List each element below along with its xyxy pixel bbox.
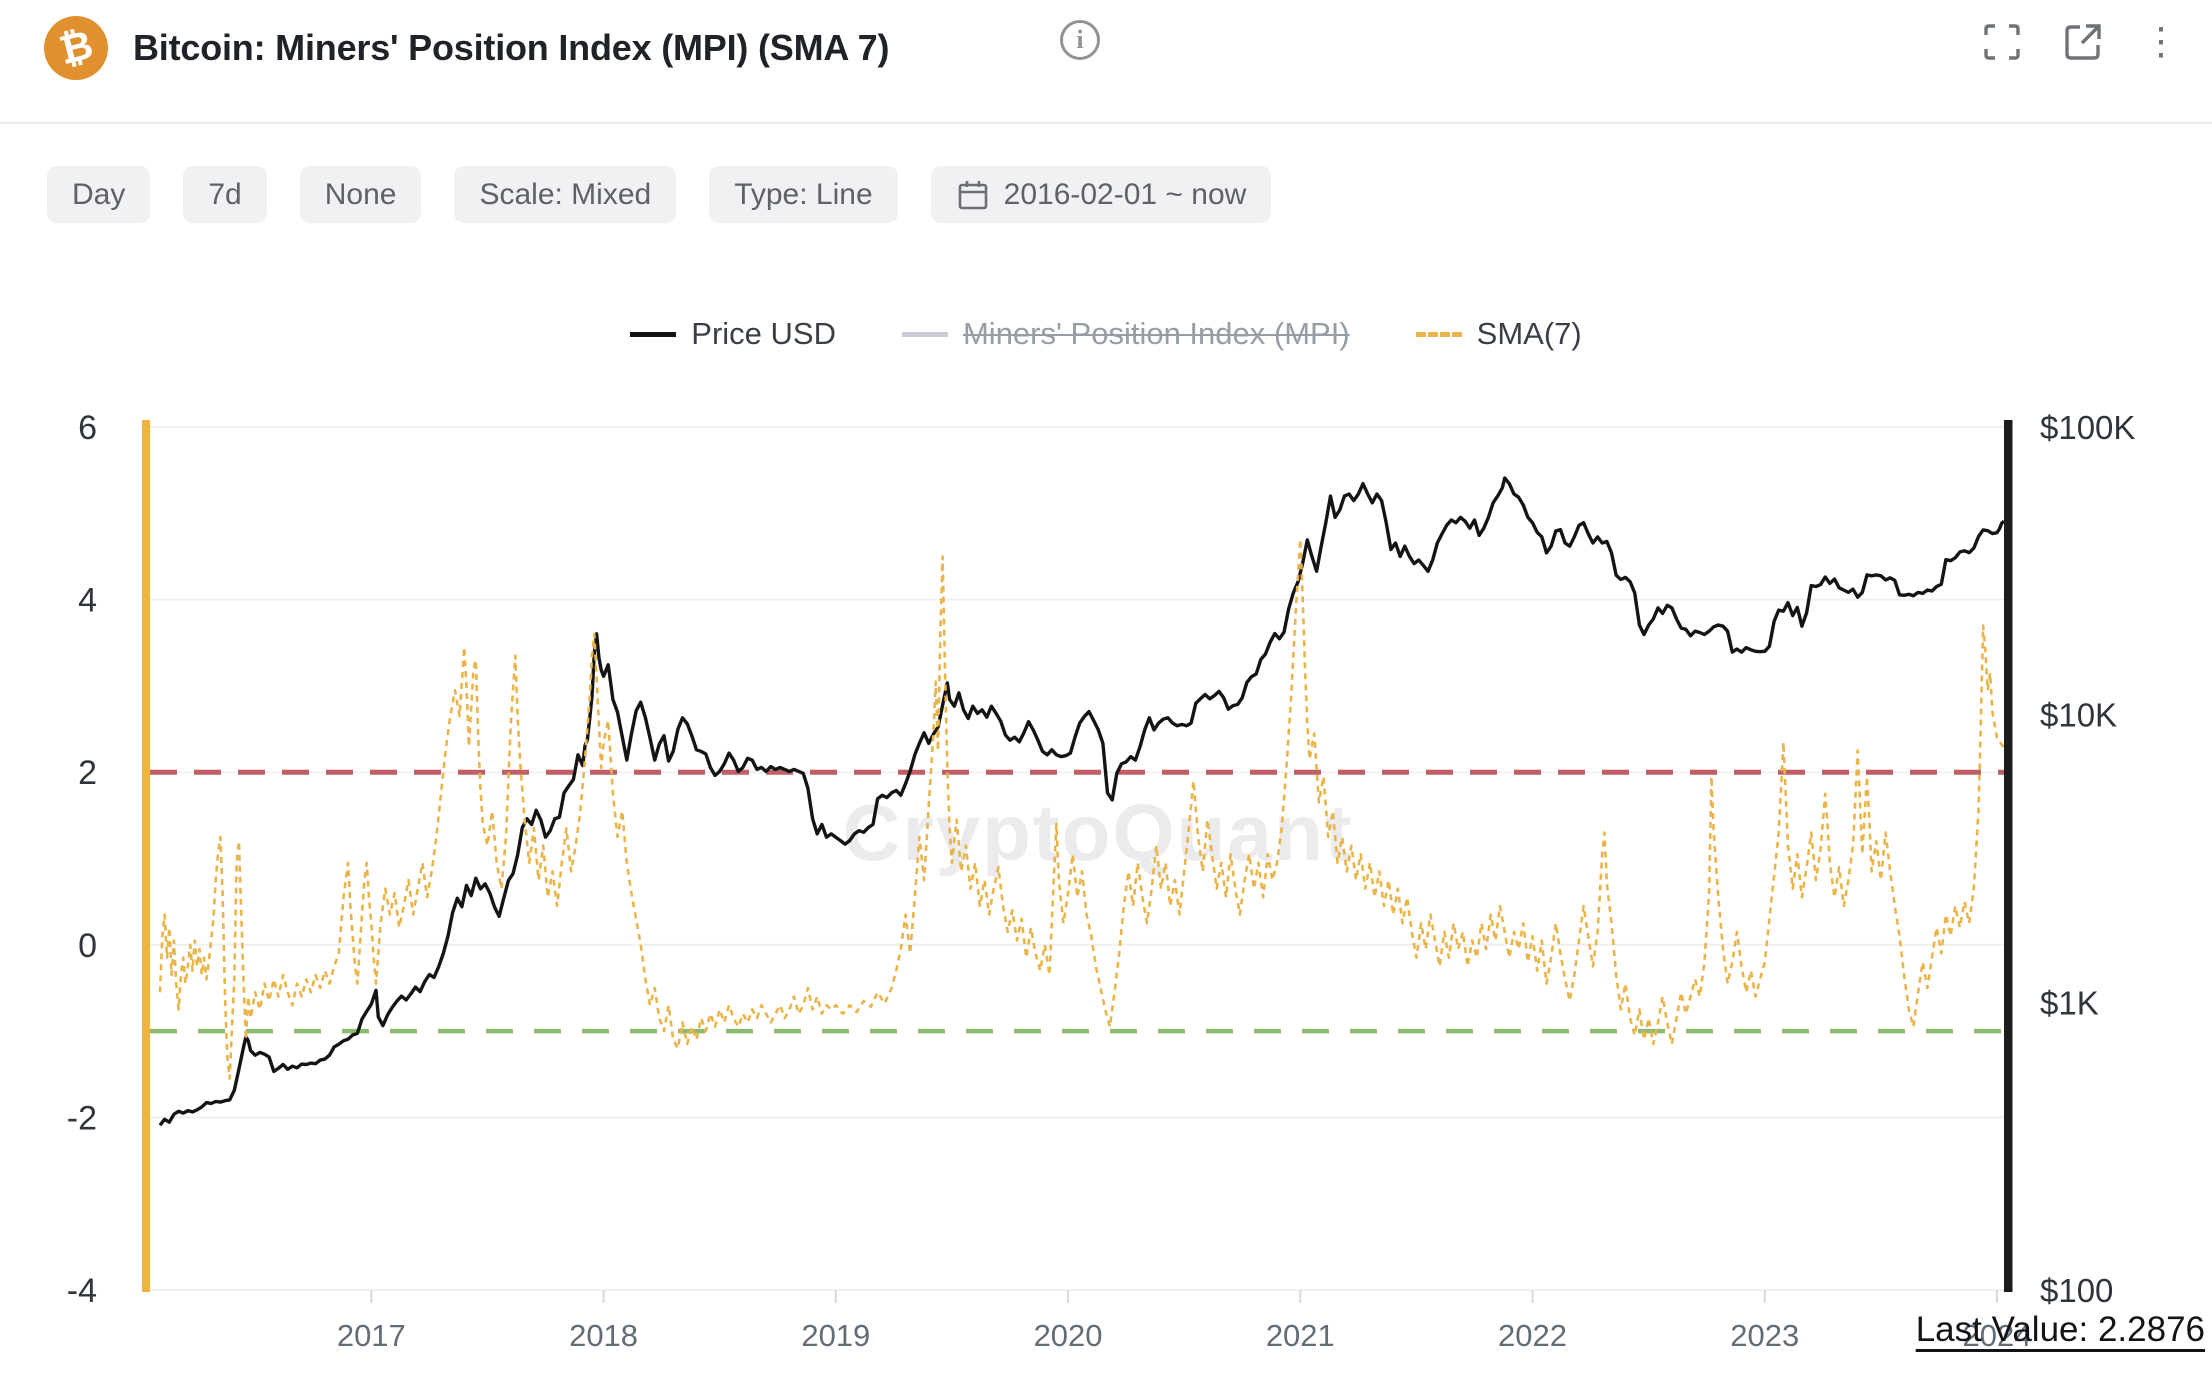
open-in-new-icon <box>2065 24 2101 60</box>
watermark: CryptoQuant <box>843 788 1354 877</box>
header-divider <box>0 122 2212 124</box>
legend-item-price-usd[interactable]: Price USD <box>630 316 836 352</box>
sma-7-line <box>158 537 2005 1080</box>
legend-swatch <box>901 331 948 337</box>
left-axis-labels: 6 4 2 0 -2 -4 <box>67 409 97 1310</box>
x-axis-year-label: 2021 <box>1266 1318 1335 1353</box>
left-edge-bar <box>142 420 150 1292</box>
x-axis-year-label: 2022 <box>1498 1318 1567 1353</box>
date-range-button[interactable]: 2016-02-01 ~ now <box>930 166 1272 223</box>
page-title: Bitcoin: Miners' Position Index (MPI) (S… <box>133 27 890 68</box>
interval-button-day[interactable]: Day <box>47 166 151 223</box>
legend-label: SMA(7) <box>1476 316 1582 351</box>
series-lines <box>158 476 2006 1127</box>
x-axis-year-label: 2019 <box>801 1318 870 1353</box>
left-axis-tick-label: 6 <box>78 409 97 447</box>
legend-label: Price USD <box>691 316 836 351</box>
left-axis-tick-label: -2 <box>67 1099 97 1137</box>
bitcoin-icon: ₿ <box>44 16 108 80</box>
window-button-7d[interactable]: 7d <box>183 166 267 223</box>
left-axis-tick-label: 4 <box>78 582 97 620</box>
legend-item-mpi[interactable]: Miners' Position Index (MPI) <box>901 316 1350 352</box>
x-axis-year-label: 2024 <box>1963 1318 2032 1353</box>
left-axis-tick-label: 2 <box>78 754 97 792</box>
legend-swatch <box>630 331 677 337</box>
indicator-button-none[interactable]: None <box>299 166 422 223</box>
calendar-icon <box>958 180 987 209</box>
legend-label: Miners' Position Index (MPI) <box>962 316 1350 351</box>
info-icon[interactable]: i <box>1060 20 1100 60</box>
right-axis-tick-label: $1K <box>2040 984 2099 1021</box>
x-axis-year-label: 2023 <box>1730 1318 1799 1353</box>
legend-item-sma-7[interactable]: SMA(7) <box>1415 316 1582 352</box>
open-in-new-button[interactable] <box>2060 19 2106 65</box>
x-axis-year-label: 2017 <box>337 1318 406 1353</box>
reference-lines <box>150 769 2004 1034</box>
left-axis-tick-label: 0 <box>78 927 97 965</box>
right-axis-labels: $100K $10K $1K $100 <box>2040 409 2135 1309</box>
last-value-label: Last Value: 2.2876 <box>1915 1310 2205 1349</box>
scale-button[interactable]: Scale: Mixed <box>454 166 677 223</box>
toolbar: Day 7d None Scale: Mixed Type: Line 2016… <box>47 166 1272 223</box>
date-range-label: 2016-02-01 ~ now <box>1003 177 1247 211</box>
x-axis-year-label: 2018 <box>569 1318 638 1353</box>
right-edge-bar <box>2004 420 2013 1292</box>
legend-swatch <box>1415 331 1462 337</box>
right-axis-tick-label: $100 <box>2040 1272 2113 1309</box>
x-axis-year-label: 2020 <box>1034 1318 1103 1353</box>
price-usd-line <box>158 476 2006 1127</box>
right-axis-tick-label: $100K <box>2040 409 2135 446</box>
fullscreen-icon <box>1984 24 2020 60</box>
x-axis: 2017 2018 2019 2020 2021 2022 2023 2024 <box>337 1290 2032 1353</box>
right-axis-tick-label: $10K <box>2040 697 2117 734</box>
chart-legend: Price USD Miners' Position Index (MPI) SMA… <box>0 316 2212 352</box>
fullscreen-button[interactable] <box>1980 20 2024 64</box>
chart-type-button[interactable]: Type: Line <box>709 166 898 223</box>
left-axis-tick-label: -4 <box>67 1272 97 1310</box>
